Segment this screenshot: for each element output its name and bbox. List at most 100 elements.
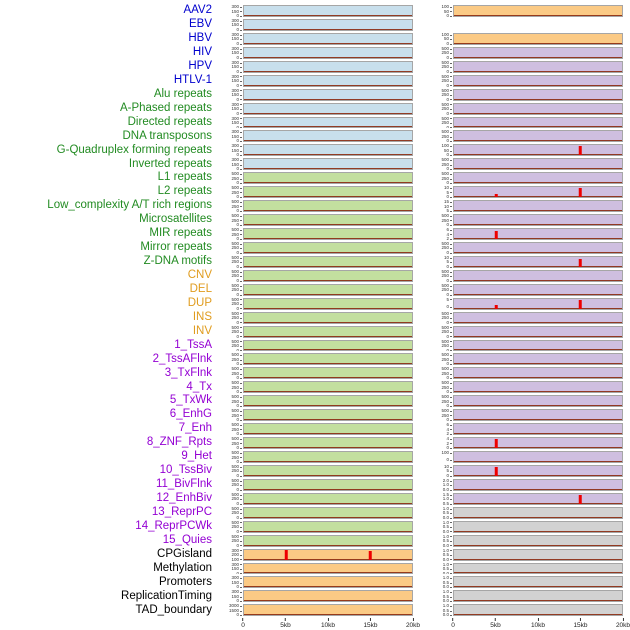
y-axis-ticks-left: 300 150 0 <box>217 590 243 602</box>
track-panel-left <box>243 297 413 310</box>
y-tick-label: 10 <box>444 186 452 191</box>
signal-baseline <box>244 321 412 323</box>
y-axis-ticks-right: 1.0 0.5 0.0 <box>427 590 453 602</box>
y-tick-label: 250 <box>231 316 242 321</box>
y-tick-label: 500 <box>231 200 242 205</box>
y-axis-ticks-left: 500 250 0 <box>217 353 243 365</box>
y-tick-label: 500 <box>441 340 452 345</box>
row-label: 13_ReprPC <box>151 505 212 518</box>
x-tick-label: 0 <box>451 618 455 629</box>
y-tick-label: 50 <box>444 37 452 42</box>
track-row: 14_ReprPCWk 500 250 0 1.0 0.5 0.0 <box>0 520 623 534</box>
y-axis-ticks-right: 500 250 0 <box>427 61 453 73</box>
y-axis-ticks-right: 500 250 0 <box>427 75 453 87</box>
y-tick-label: 6 <box>446 228 452 233</box>
y-tick-label: 500 <box>441 158 452 163</box>
signal-baseline <box>454 614 622 616</box>
signal-baseline <box>454 84 622 86</box>
y-axis-ticks-right: 500 250 0 <box>427 214 453 226</box>
signal-spike <box>494 194 498 198</box>
signal-baseline <box>454 279 622 281</box>
column-gap <box>413 284 427 296</box>
y-tick-label: 500 <box>441 172 452 177</box>
track-panel-right <box>453 395 623 408</box>
y-tick-label: 250 <box>231 246 242 251</box>
track-panel-left <box>243 311 413 324</box>
y-tick-label: 500 <box>441 326 452 331</box>
y-tick-label: 250 <box>441 399 452 405</box>
y-axis-ticks-right: 100 50 0 <box>427 33 453 45</box>
column-gap <box>413 395 427 407</box>
y-tick-label: 0 <box>236 153 242 156</box>
y-axis-ticks-right: 1.0 0.5 0.0 <box>427 521 453 533</box>
y-tick-label: 250 <box>441 246 452 251</box>
y-tick-label: 0.5 <box>443 608 452 614</box>
signal-baseline <box>244 349 412 351</box>
y-tick-label: 500 <box>231 312 242 317</box>
y-tick-label: 0 <box>236 13 242 16</box>
y-tick-label: 150 <box>231 23 242 28</box>
y-tick-label: 0.0 <box>443 557 452 560</box>
y-axis-ticks-left: 500 250 0 <box>217 340 243 352</box>
signal-spike <box>494 304 498 309</box>
track-panel-left <box>243 520 413 533</box>
track-row: G-Quadruplex forming repeats 300 150 0 100… <box>0 143 623 157</box>
signal-spike <box>494 230 498 239</box>
y-tick-label: 500 <box>231 284 242 289</box>
x-tick-label: 20kb <box>406 618 420 629</box>
row-label: 8_ZNF_Rpts <box>146 436 212 449</box>
y-tick-label: 500 <box>231 353 242 358</box>
signal-baseline <box>454 516 622 518</box>
track-panel-right <box>453 18 623 31</box>
y-tick-label: 500 <box>231 242 242 247</box>
y-tick-label: 1.0 <box>443 576 452 581</box>
signal-baseline <box>454 349 622 351</box>
signal-baseline <box>454 307 622 309</box>
y-axis-ticks-left: 3002001000 <box>217 549 243 561</box>
y-tick-label: 0.5 <box>443 566 452 572</box>
signal-baseline <box>244 600 412 602</box>
y-axis-ticks-left: 500 250 0 <box>217 381 243 393</box>
y-tick-label: 0 <box>236 55 242 58</box>
column-gap <box>413 117 427 129</box>
y-tick-label: 100 <box>231 557 242 560</box>
y-tick-label: 5 <box>446 190 452 196</box>
signal-baseline <box>454 405 622 407</box>
column-gap <box>413 340 427 352</box>
y-tick-label: 0 <box>236 613 242 616</box>
y-axis-ticks-left: 300 150 0 <box>217 75 243 87</box>
y-tick-label: 250 <box>231 357 242 363</box>
row-label: MIR repeats <box>149 227 212 240</box>
y-axis-ticks-right: 500 250 0 <box>427 326 453 338</box>
x-tick-label: 0 <box>241 618 245 629</box>
signal-baseline <box>454 56 622 58</box>
y-axis-ticks-left: 300 150 0 <box>217 61 243 73</box>
track-row: CPGisland 3002001000 1.00.50.0 <box>0 548 623 562</box>
signal-baseline <box>244 182 412 184</box>
track-panel-right <box>453 144 623 157</box>
signal-spike <box>578 187 582 198</box>
row-label: L2 repeats <box>157 185 212 198</box>
column-gap <box>413 200 427 212</box>
y-tick-label: 0.5 <box>443 525 452 530</box>
column-gap <box>413 381 427 393</box>
signal-baseline <box>244 572 412 574</box>
y-axis-ticks-right: 500 250 0 <box>427 381 453 393</box>
signal-baseline <box>244 126 412 128</box>
y-tick-label: 0 <box>236 334 242 337</box>
signal-baseline <box>454 488 622 490</box>
signal-spike <box>578 145 582 156</box>
signal-baseline <box>244 279 412 281</box>
column-gap <box>413 33 427 45</box>
y-axis-ticks-left: 500 250 0 <box>217 186 243 198</box>
column-gap <box>413 590 427 602</box>
row-label: HBV <box>188 32 212 45</box>
y-axis-ticks-left: 500 250 0 <box>217 242 243 254</box>
column-gap <box>413 89 427 101</box>
y-tick-label: 500 <box>441 395 452 400</box>
signal-baseline <box>244 488 412 490</box>
signal-baseline <box>454 14 622 16</box>
y-tick-label: 250 <box>231 176 242 182</box>
y-tick-label: 1.0 <box>443 590 452 595</box>
signal-baseline <box>454 42 622 44</box>
